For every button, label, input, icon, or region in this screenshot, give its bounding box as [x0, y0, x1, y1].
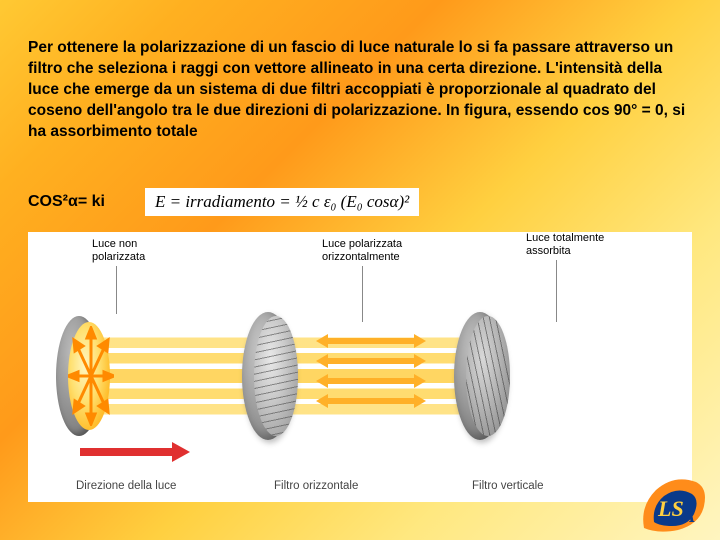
label-horizontally-polarized: Luce polarizzata orizzontalmente [322, 238, 402, 264]
horizontal-filter-face [254, 316, 298, 436]
svg-text:LS: LS [657, 496, 684, 521]
svg-text:A: A [680, 505, 695, 527]
label-vertical-filter: Filtro verticale [472, 480, 544, 492]
label-absorbed-light: Luce totalmente assorbita [526, 232, 604, 258]
unpolarized-arrows-icon [68, 326, 114, 426]
light-direction-arrow-icon [80, 442, 190, 462]
cos-formula: COS²α= ki [28, 193, 105, 211]
label-horizontal-filter: Filtro orizzontale [274, 480, 358, 492]
leader-line [362, 266, 363, 322]
horizontal-polarization-arrows-icon [316, 328, 426, 424]
irradiance-formula: E = irradiamento = ½ c ε₀ (E₀ cosα)² [145, 188, 419, 216]
label-unpolarized-light: Luce non polarizzata [92, 238, 145, 264]
polarization-diagram: Luce non polarizzata Luce polarizzata or… [28, 232, 692, 502]
leader-line [556, 260, 557, 322]
formula-row: COS²α= ki E = irradiamento = ½ c ε₀ (E₀ … [28, 188, 692, 216]
main-paragraph: Per ottenere la polarizzazione di un fas… [28, 38, 692, 143]
label-direction: Direzione della luce [76, 480, 176, 492]
logo-icon: LS A [638, 472, 710, 534]
vertical-filter-face [466, 316, 510, 436]
leader-line [116, 266, 117, 314]
